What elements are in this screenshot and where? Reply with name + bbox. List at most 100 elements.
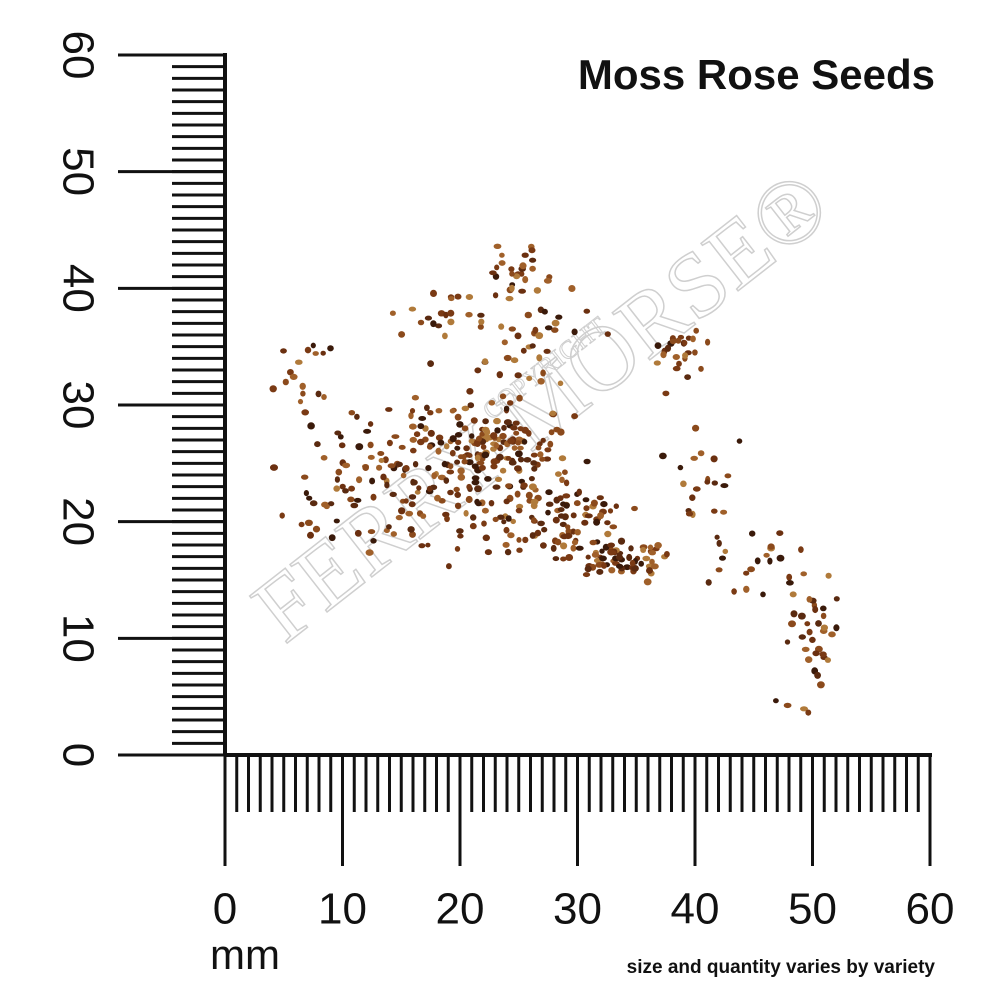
seed: [583, 458, 591, 465]
seed: [564, 532, 573, 539]
seed: [664, 344, 672, 352]
seed: [474, 367, 482, 374]
seed: [536, 354, 543, 362]
ruler-label: 30: [553, 885, 602, 934]
seed: [463, 445, 470, 452]
seed: [550, 544, 557, 552]
seed: [377, 451, 385, 456]
seed: [478, 464, 486, 471]
seed: [585, 554, 591, 560]
seed: [427, 410, 434, 416]
seed: [447, 489, 454, 496]
seed: [589, 539, 597, 546]
seed: [654, 342, 662, 349]
seed: [476, 460, 485, 466]
seed: [446, 563, 452, 570]
seed: [454, 546, 461, 552]
seed: [280, 348, 287, 354]
seed: [604, 520, 611, 526]
seed-cluster: [269, 243, 840, 716]
seed: [520, 347, 527, 354]
seed: [499, 467, 507, 474]
seed: [416, 485, 422, 491]
seed: [481, 452, 488, 459]
seed: [540, 369, 546, 377]
seed: [348, 410, 356, 416]
seed: [629, 559, 636, 567]
seed: [607, 508, 614, 514]
seed: [704, 479, 711, 485]
seed: [514, 465, 522, 472]
seed: [333, 485, 341, 492]
seed: [563, 502, 570, 509]
seed: [312, 525, 321, 533]
seed: [514, 332, 522, 340]
ruler-label: 0: [53, 743, 102, 767]
seed: [526, 375, 533, 382]
seed: [408, 501, 416, 508]
seed: [367, 454, 375, 460]
seed: [342, 462, 351, 469]
seed: [367, 529, 376, 535]
seed: [543, 456, 552, 462]
seed: [510, 357, 519, 364]
seed: [315, 390, 322, 398]
seed: [494, 264, 500, 271]
seed: [447, 463, 454, 470]
seed: [489, 270, 497, 276]
seed: [599, 548, 605, 554]
seed: [390, 531, 397, 537]
seed: [400, 472, 407, 479]
seed: [736, 438, 743, 444]
seed: [354, 497, 362, 503]
seed: [457, 467, 465, 475]
seed: [299, 382, 306, 390]
seed: [470, 417, 478, 424]
seed: [386, 439, 393, 447]
seed: [457, 473, 466, 481]
seed: [820, 612, 827, 620]
seed: [824, 657, 832, 663]
seed: [501, 339, 508, 346]
seed: [720, 483, 729, 489]
seed: [613, 503, 619, 510]
seed: [522, 276, 529, 284]
seed: [314, 441, 321, 448]
seed: [517, 426, 524, 432]
seed: [767, 543, 775, 550]
seed: [417, 438, 425, 446]
seed: [508, 266, 515, 272]
seed: [455, 439, 462, 445]
seed: [430, 289, 437, 297]
seed: [616, 563, 624, 569]
seed: [545, 489, 553, 496]
seed: [532, 326, 539, 334]
seed: [492, 516, 499, 523]
seed: [682, 340, 688, 346]
seed: [596, 495, 604, 501]
seed: [395, 514, 403, 521]
seed: [424, 404, 430, 411]
seed: [339, 483, 346, 490]
seed: [477, 324, 484, 330]
seed: [494, 427, 501, 434]
seed: [540, 437, 546, 443]
seed: [408, 494, 417, 500]
ruler-label: 20: [436, 885, 485, 934]
seed: [342, 488, 349, 494]
seed: [410, 447, 417, 454]
seed: [519, 262, 527, 270]
seed: [398, 507, 406, 515]
seed: [820, 624, 829, 631]
seed: [631, 505, 638, 512]
seed: [558, 455, 567, 462]
seed: [682, 352, 689, 359]
seed: [559, 476, 565, 483]
seed: [334, 476, 340, 483]
seed: [471, 475, 480, 481]
seed: [638, 560, 644, 567]
seed: [441, 460, 448, 468]
seed: [535, 332, 544, 340]
seed: [425, 465, 432, 472]
seed: [431, 472, 438, 480]
